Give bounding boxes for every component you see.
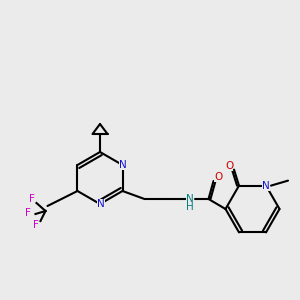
- Text: N: N: [118, 160, 126, 170]
- Text: O: O: [225, 160, 233, 171]
- Text: F: F: [28, 194, 34, 204]
- Text: F: F: [25, 208, 30, 218]
- Text: N: N: [262, 181, 270, 190]
- Text: H: H: [186, 202, 194, 212]
- Text: N: N: [186, 194, 194, 204]
- Text: O: O: [214, 172, 223, 182]
- Text: F: F: [32, 220, 38, 230]
- Text: N: N: [97, 199, 105, 209]
